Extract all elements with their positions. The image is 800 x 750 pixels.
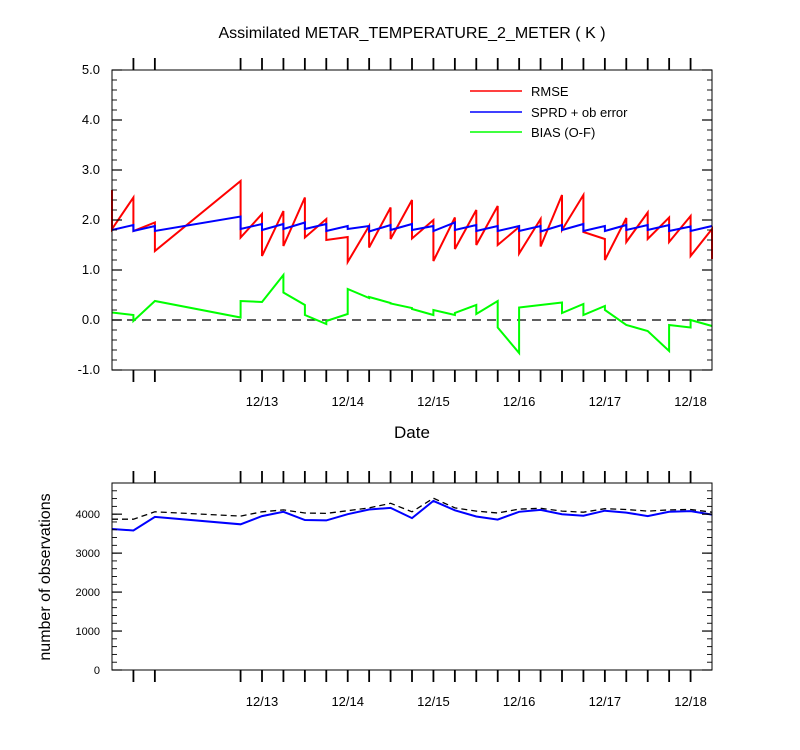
series-sprd-ob-error xyxy=(111,215,713,233)
x-tick-label: 12/16 xyxy=(503,694,536,709)
y-tick-label: 4000 xyxy=(76,509,100,521)
series-observations-possible xyxy=(112,497,713,520)
y-tick-label: 4.0 xyxy=(82,112,100,127)
x-tick-label: 12/16 xyxy=(503,394,536,409)
y-tick-label: 1.0 xyxy=(82,262,100,277)
top-panel: -1.00.01.02.03.04.05.0 12/13 12/14 12/15 12… xyxy=(78,58,713,442)
y-tick-label: -1.0 xyxy=(78,362,100,377)
y-tick-label: 1000 xyxy=(76,626,100,638)
x-tick-label: 12/14 xyxy=(331,394,364,409)
legend: RMSE SPRD + ob error BIAS (O-F) xyxy=(470,84,628,140)
y-tick-label: 2000 xyxy=(76,587,100,599)
legend-label-bias: BIAS (O-F) xyxy=(531,125,595,140)
x-tick-label: 12/18 xyxy=(674,394,707,409)
y-tick-label: 2.0 xyxy=(82,212,100,227)
series-observations-used xyxy=(111,499,713,532)
y-tick-label: 3.0 xyxy=(82,162,100,177)
top-y-axis: -1.0 0.0 1.0 2.0 3.0 4.0 5.0 xyxy=(78,62,712,377)
x-tick-label: 12/15 xyxy=(417,694,450,709)
bottom-x-axis: 12/13 12/14 12/15 12/16 12/17 12/18 xyxy=(132,471,707,709)
legend-label-rmse: RMSE xyxy=(531,84,569,99)
legend-label-sprd: SPRD + ob error xyxy=(531,105,628,120)
x-tick-label: 12/15 xyxy=(417,394,450,409)
series-bias-o-f xyxy=(111,272,713,356)
x-tick-label: 12/13 xyxy=(246,694,279,709)
top-x-axis: 12/13 12/14 12/15 12/16 12/17 12/18 xyxy=(132,58,707,409)
y-tick-label: 0.0 xyxy=(82,312,100,327)
bottom-y-axis: 0 1000 2000 3000 4000 xyxy=(76,482,712,677)
x-axis-label: Date xyxy=(394,423,430,442)
y-axis-label: number of observations xyxy=(37,493,54,660)
x-tick-label: 12/18 xyxy=(674,694,707,709)
series-rmse xyxy=(111,178,713,266)
chart-title: Assimilated METAR_TEMPERATURE_2_METER ( … xyxy=(218,25,605,42)
y-tick-label: 5.0 xyxy=(82,62,100,77)
top-series-group xyxy=(111,178,713,356)
y-tick-label: 3000 xyxy=(76,548,100,560)
x-tick-label: 12/14 xyxy=(331,694,364,709)
bottom-series-group xyxy=(111,497,713,532)
y-tick-label: 0 xyxy=(94,665,100,677)
x-tick-label: 12/13 xyxy=(246,394,279,409)
x-tick-label: 12/17 xyxy=(589,694,622,709)
x-tick-label: 12/17 xyxy=(589,394,622,409)
